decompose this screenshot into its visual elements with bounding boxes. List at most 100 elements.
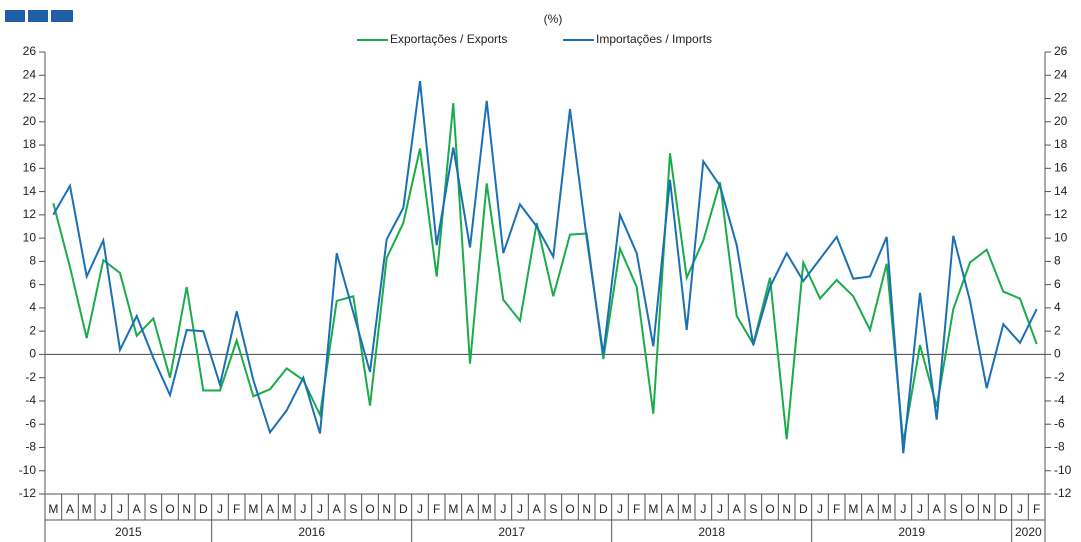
y2-tick-label: 20 bbox=[1054, 114, 1068, 128]
x-tick-label: M bbox=[282, 502, 292, 516]
y2-tick-label: 8 bbox=[1054, 254, 1061, 268]
x-tick-label: A bbox=[933, 502, 941, 516]
x-tick-label: S bbox=[349, 502, 357, 516]
x-tick-label: D bbox=[799, 502, 808, 516]
year-label: 2016 bbox=[298, 525, 325, 539]
y-tick-label: 0 bbox=[29, 347, 36, 361]
x-tick-label: A bbox=[466, 502, 474, 516]
y-tick-label: -6 bbox=[25, 416, 36, 430]
x-tick-label: F bbox=[433, 502, 440, 516]
x-tick-label: F bbox=[233, 502, 240, 516]
x-tick-label: O bbox=[365, 502, 374, 516]
x-tick-label: A bbox=[133, 502, 141, 516]
x-tick-label: J bbox=[117, 502, 123, 516]
x-tick-label: N bbox=[982, 502, 991, 516]
y2-tick-label: 12 bbox=[1054, 207, 1068, 221]
y-tick-label: 22 bbox=[23, 91, 37, 105]
x-tick-label: J bbox=[217, 502, 223, 516]
year-label: 2019 bbox=[898, 525, 925, 539]
y-tick-label: 4 bbox=[29, 300, 36, 314]
series-line bbox=[52, 80, 1038, 454]
x-tick-label: O bbox=[965, 502, 974, 516]
x-tick-label: J bbox=[500, 502, 506, 516]
x-tick-label: M bbox=[248, 502, 258, 516]
y2-tick-label: 24 bbox=[1054, 67, 1068, 81]
year-label: 2015 bbox=[115, 525, 142, 539]
legend-label: Importações / Imports bbox=[596, 32, 712, 46]
x-tick-label: S bbox=[749, 502, 757, 516]
x-tick-label: D bbox=[199, 502, 208, 516]
x-tick-label: F bbox=[833, 502, 840, 516]
x-tick-label: A bbox=[666, 502, 674, 516]
x-tick-label: M bbox=[648, 502, 658, 516]
x-tick-label: O bbox=[165, 502, 174, 516]
x-tick-label: M bbox=[82, 502, 92, 516]
y-tick-label: -10 bbox=[19, 463, 37, 477]
y2-tick-label: 26 bbox=[1054, 44, 1068, 58]
y2-tick-label: 16 bbox=[1054, 160, 1068, 174]
y-tick-label: -8 bbox=[25, 440, 36, 454]
x-tick-label: S bbox=[549, 502, 557, 516]
y-tick-label: 24 bbox=[23, 67, 37, 81]
y-tick-label: 14 bbox=[23, 184, 37, 198]
y-tick-label: -12 bbox=[19, 486, 37, 500]
y-tick-label: 12 bbox=[23, 207, 37, 221]
subtitle: (%) bbox=[544, 12, 563, 26]
x-tick-label: J bbox=[717, 502, 723, 516]
x-tick-label: J bbox=[1017, 502, 1023, 516]
year-label: 2017 bbox=[498, 525, 525, 539]
logo-block bbox=[51, 10, 73, 22]
x-tick-label: O bbox=[565, 502, 574, 516]
x-tick-label: S bbox=[949, 502, 957, 516]
x-tick-label: A bbox=[266, 502, 274, 516]
y2-tick-label: -2 bbox=[1054, 370, 1065, 384]
x-tick-label: N bbox=[182, 502, 191, 516]
x-tick-label: J bbox=[100, 502, 106, 516]
y-tick-label: 16 bbox=[23, 160, 37, 174]
x-tick-label: D bbox=[999, 502, 1008, 516]
x-tick-label: J bbox=[317, 502, 323, 516]
x-tick-label: D bbox=[399, 502, 408, 516]
y2-tick-label: 6 bbox=[1054, 277, 1061, 291]
x-tick-label: F bbox=[633, 502, 640, 516]
y-tick-label: 10 bbox=[23, 230, 37, 244]
x-tick-label: N bbox=[782, 502, 791, 516]
y2-tick-label: 10 bbox=[1054, 230, 1068, 244]
y-tick-label: 20 bbox=[23, 114, 37, 128]
y-tick-label: 2 bbox=[29, 323, 36, 337]
x-tick-label: F bbox=[1033, 502, 1040, 516]
x-tick-label: J bbox=[700, 502, 706, 516]
x-tick-label: M bbox=[48, 502, 58, 516]
legend-label: Exportações / Exports bbox=[390, 32, 507, 46]
y-tick-label: -2 bbox=[25, 370, 36, 384]
x-tick-label: N bbox=[382, 502, 391, 516]
x-tick-label: M bbox=[882, 502, 892, 516]
y-tick-label: 26 bbox=[23, 44, 37, 58]
x-tick-label: D bbox=[599, 502, 608, 516]
y2-tick-label: 14 bbox=[1054, 184, 1068, 198]
x-tick-label: M bbox=[448, 502, 458, 516]
y2-tick-label: -4 bbox=[1054, 393, 1065, 407]
y-tick-label: 6 bbox=[29, 277, 36, 291]
series-line bbox=[52, 103, 1038, 443]
x-tick-label: N bbox=[582, 502, 591, 516]
y2-tick-label: 18 bbox=[1054, 137, 1068, 151]
logo-block bbox=[28, 10, 48, 22]
y2-tick-label: 4 bbox=[1054, 300, 1061, 314]
x-tick-label: A bbox=[733, 502, 741, 516]
x-tick-label: J bbox=[900, 502, 906, 516]
year-label: 2020 bbox=[1015, 525, 1042, 539]
x-tick-label: J bbox=[917, 502, 923, 516]
y-tick-label: 8 bbox=[29, 254, 36, 268]
logo-block bbox=[5, 10, 25, 22]
y-tick-label: 18 bbox=[23, 137, 37, 151]
x-tick-label: A bbox=[533, 502, 541, 516]
y2-tick-label: 22 bbox=[1054, 91, 1068, 105]
year-label: 2018 bbox=[698, 525, 725, 539]
x-tick-label: M bbox=[482, 502, 492, 516]
y2-tick-label: -10 bbox=[1054, 463, 1072, 477]
x-tick-label: J bbox=[517, 502, 523, 516]
y2-tick-label: 2 bbox=[1054, 323, 1061, 337]
x-tick-label: J bbox=[300, 502, 306, 516]
